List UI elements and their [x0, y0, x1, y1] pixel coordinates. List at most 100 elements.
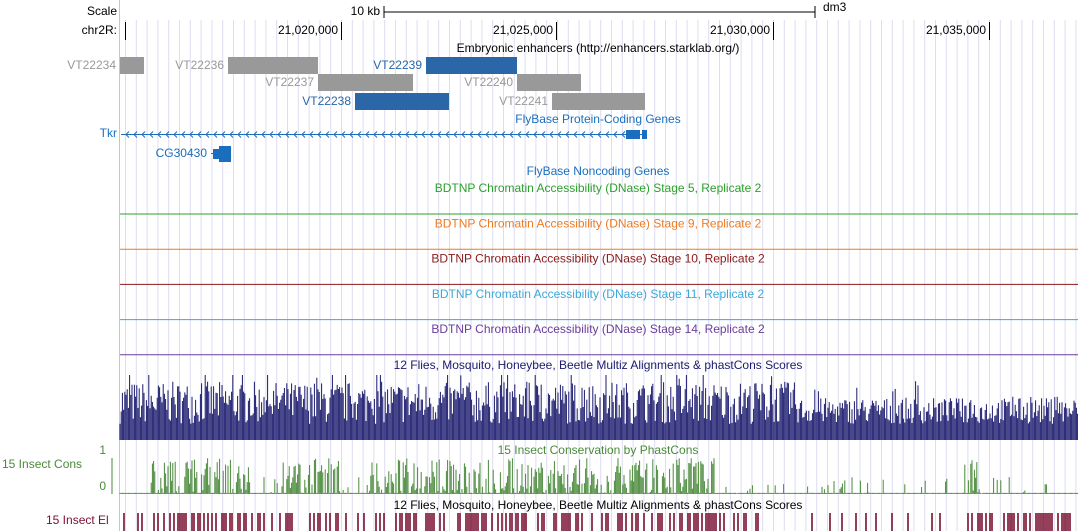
enhancer-label: VT22234 — [67, 58, 116, 72]
strand-arrow — [277, 131, 282, 138]
strand-arrow — [549, 131, 554, 138]
strand-arrow — [605, 131, 610, 138]
strand-arrow — [365, 131, 370, 138]
enhancer-label: VT22237 — [265, 75, 314, 89]
strand-arrow — [197, 131, 202, 138]
side-label: 15 Insect Cons — [2, 457, 82, 471]
strand-arrow — [309, 131, 314, 138]
strand-arrow — [173, 131, 178, 138]
enhancer — [517, 74, 581, 91]
gene-exon — [626, 130, 640, 139]
track-title: BDTNP Chromatin Accessibility (DNase) St… — [431, 252, 765, 266]
strand-arrow — [397, 131, 402, 138]
multiz-signal — [119, 375, 1078, 440]
ruler-tick-label: 21,025,000 — [493, 23, 553, 37]
element-marks — [123, 513, 1071, 531]
track-title: BDTNP Chromatin Accessibility (DNase) St… — [435, 181, 762, 195]
strand-arrow — [613, 131, 618, 138]
assembly-label: dm3 — [823, 0, 847, 14]
strand-arrow — [325, 131, 330, 138]
enhancer — [355, 93, 449, 110]
strand-arrow — [229, 131, 234, 138]
strand-arrow — [621, 131, 626, 138]
gene-label: CG30430 — [156, 146, 208, 160]
strand-arrow — [157, 131, 162, 138]
strand-arrow — [589, 131, 594, 138]
tracks: 21,020,000 21,025,000 21,030,000 21,035,000… — [2, 22, 1078, 531]
strand-arrow — [293, 131, 298, 138]
track-title: BDTNP Chromatin Accessibility (DNase) St… — [432, 287, 765, 301]
strand-arrow — [181, 131, 186, 138]
enhancer-label: VT22238 — [302, 94, 351, 108]
axis-label: 0 — [99, 479, 106, 493]
strand-arrow — [509, 131, 514, 138]
enhancer-label: VT22241 — [499, 94, 548, 108]
track-title: Embryonic enhancers (http://enhancers.st… — [457, 41, 740, 55]
enhancer — [228, 57, 318, 74]
enhancer — [318, 74, 413, 91]
scale-bar-label: 10 kb — [351, 4, 381, 18]
strand-arrow — [557, 131, 562, 138]
strand-arrow — [381, 131, 386, 138]
strand-arrow — [485, 131, 490, 138]
side-label: 15 Insect El — [46, 513, 109, 527]
strand-arrow — [477, 131, 482, 138]
strand-arrow — [213, 131, 218, 138]
strand-arrow — [221, 131, 226, 138]
strand-arrow — [205, 131, 210, 138]
strand-arrow — [517, 131, 522, 138]
strand-arrow — [541, 131, 546, 138]
enhancer-label: VT22240 — [464, 75, 513, 89]
strand-arrow — [301, 131, 306, 138]
strand-arrow — [189, 131, 194, 138]
strand-arrow — [461, 131, 466, 138]
strand-arrow — [141, 131, 146, 138]
strand-arrow — [349, 131, 354, 138]
gene-exon — [213, 149, 219, 159]
strand-arrow — [285, 131, 290, 138]
strand-arrow — [469, 131, 474, 138]
enhancer-label: VT22239 — [373, 58, 422, 72]
strand-arrow — [453, 131, 458, 138]
strand-arrow — [261, 131, 266, 138]
enhancer-label: VT22236 — [175, 58, 224, 72]
strand-arrow — [493, 131, 498, 138]
enhancer — [120, 57, 144, 74]
strand-arrow — [317, 131, 322, 138]
strand-arrow — [253, 131, 258, 138]
gene-exon — [642, 130, 647, 139]
gene-exon — [219, 146, 231, 162]
strand-arrow — [341, 131, 346, 138]
track-title: FlyBase Noncoding Genes — [527, 164, 670, 178]
phastcons-signal — [119, 458, 1078, 494]
gene-label: Tkr — [100, 126, 117, 140]
ruler-tick-label: 21,030,000 — [710, 23, 770, 37]
strand-arrow — [421, 131, 426, 138]
scale-label: Scale — [87, 4, 117, 18]
axis-label: 1 — [99, 443, 106, 457]
enhancer — [426, 57, 517, 74]
track-title: BDTNP Chromatin Accessibility (DNase) St… — [431, 322, 765, 336]
strand-arrow — [389, 131, 394, 138]
strand-arrow — [133, 131, 138, 138]
track-title: 12 Flies, Mosquito, Honeybee, Beetle Mul… — [394, 498, 803, 512]
strand-arrow — [525, 131, 530, 138]
strand-arrow — [125, 131, 130, 138]
strand-arrow — [581, 131, 586, 138]
strand-arrow — [429, 131, 434, 138]
strand-arrow — [565, 131, 570, 138]
grid — [125, 20, 1077, 531]
strand-arrow — [533, 131, 538, 138]
enhancer — [552, 93, 645, 110]
strand-arrow — [269, 131, 274, 138]
strand-arrow — [333, 131, 338, 138]
strand-arrow — [165, 131, 170, 138]
strand-arrow — [573, 131, 578, 138]
strand-arrow — [437, 131, 442, 138]
strand-arrow — [445, 131, 450, 138]
strand-arrow — [405, 131, 410, 138]
track-title: 12 Flies, Mosquito, Honeybee, Beetle Mul… — [394, 358, 803, 372]
strand-arrow — [237, 131, 242, 138]
